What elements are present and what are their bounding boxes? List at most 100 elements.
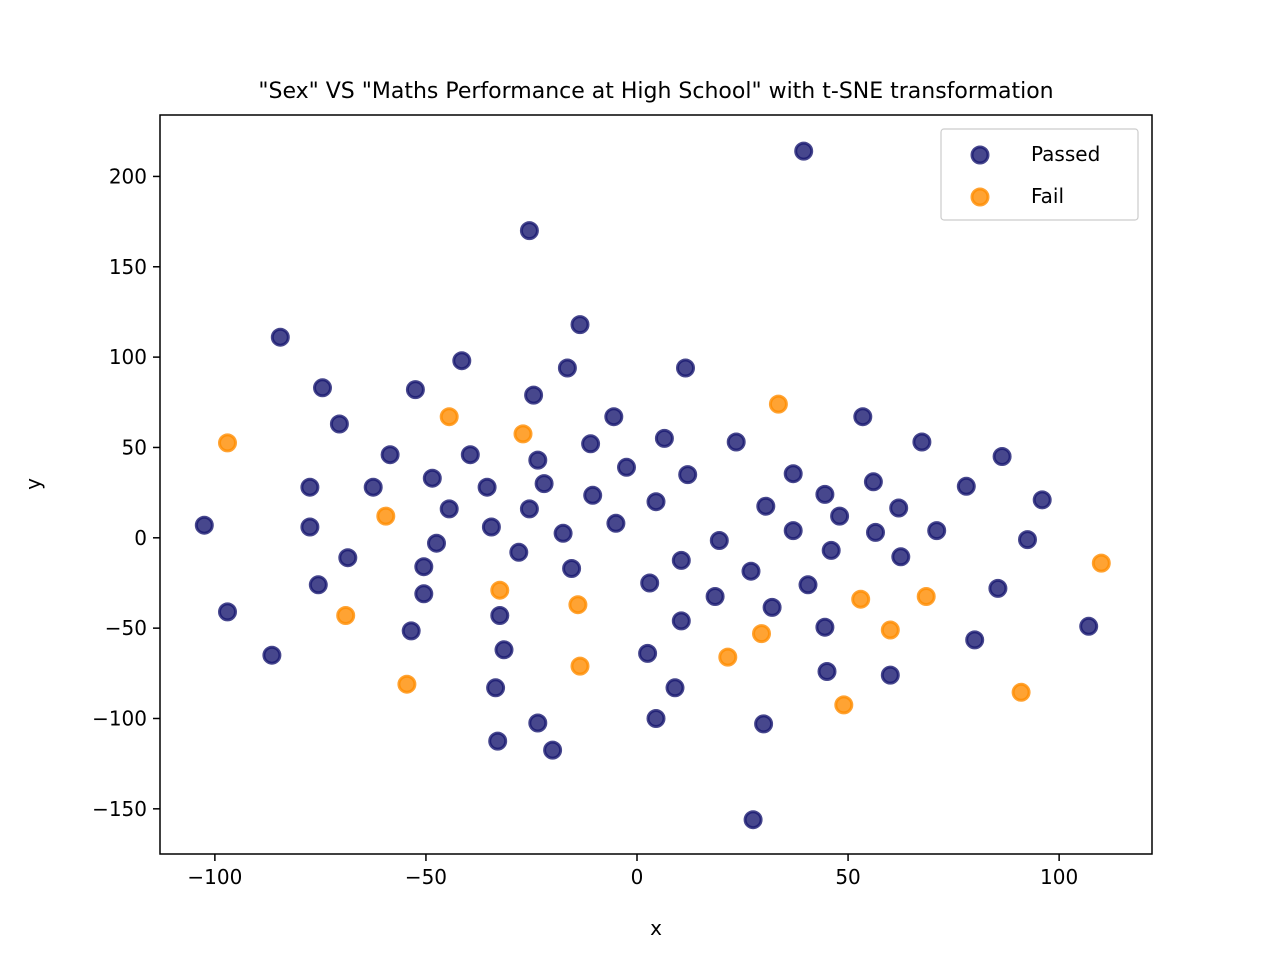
data-point [218, 602, 237, 622]
series-passed [194, 141, 1099, 830]
data-point [490, 606, 510, 625]
data-point [891, 547, 911, 567]
data-point [380, 445, 400, 465]
data-point [363, 477, 383, 497]
data-point [414, 584, 434, 604]
data-point [486, 678, 506, 698]
data-point [678, 465, 698, 485]
data-point [300, 517, 320, 537]
data-point [262, 645, 282, 665]
data-point [1091, 553, 1111, 573]
data-point [329, 414, 349, 434]
data-point [519, 221, 539, 241]
data-point [992, 447, 1012, 466]
data-point [1079, 616, 1099, 636]
data-point [927, 521, 947, 541]
y-tick-label: 50 [122, 435, 147, 459]
data-point [830, 506, 850, 526]
data-point [743, 810, 763, 830]
series-fail [218, 394, 1111, 715]
chart-legend: Passed Fail [940, 128, 1139, 221]
data-point [988, 578, 1008, 598]
data-point [562, 559, 582, 578]
legend-box [940, 128, 1139, 221]
chart-title: "Sex" VS "Maths Performance at High Scho… [258, 79, 1053, 104]
data-point [194, 515, 214, 535]
data-point [817, 662, 837, 681]
data-point [798, 575, 818, 595]
data-point [671, 550, 691, 570]
x-axis-ticks: −100 −50 0 50 100 [187, 854, 1078, 889]
legend-label-fail: Fail [1031, 184, 1064, 208]
data-point [581, 434, 601, 454]
legend-marker-fail [970, 187, 990, 207]
data-point [218, 433, 237, 453]
data-point [671, 611, 691, 631]
data-point [405, 380, 425, 400]
data-point [665, 678, 685, 698]
data-point [956, 476, 976, 496]
y-tick-label: −50 [105, 616, 147, 640]
data-point [880, 620, 900, 640]
data-point [752, 624, 771, 644]
legend-marker-passed [970, 145, 990, 165]
data-point [912, 432, 932, 452]
data-point [568, 595, 588, 615]
data-point [528, 450, 548, 470]
data-point [866, 522, 885, 542]
data-point [916, 587, 936, 606]
data-point [513, 424, 533, 444]
data-point [427, 533, 446, 553]
data-point [754, 714, 774, 734]
data-point [509, 542, 529, 562]
x-tick-label: −50 [405, 865, 447, 889]
data-point [452, 351, 472, 371]
data-point [762, 597, 782, 617]
data-point [606, 513, 626, 533]
data-point [718, 647, 738, 667]
data-point [654, 428, 674, 448]
data-point [553, 523, 573, 543]
data-point [300, 477, 320, 497]
data-point [794, 141, 814, 161]
y-tick-label: −150 [92, 797, 147, 821]
data-point [783, 464, 803, 484]
x-tick-label: 0 [631, 865, 644, 889]
data-point [783, 521, 803, 541]
data-point [481, 517, 501, 537]
data-point [570, 315, 590, 335]
data-point [397, 674, 417, 694]
y-tick-label: −100 [92, 706, 147, 730]
data-point [676, 358, 695, 378]
data-point [414, 557, 434, 577]
plot-frame [159, 114, 1153, 855]
data-point [460, 445, 480, 465]
data-point [617, 457, 636, 477]
data-point [640, 573, 660, 593]
y-tick-label: 0 [134, 526, 147, 550]
y-axis-ticks: −150 −100 −50 0 50 100 150 200 [92, 164, 160, 821]
x-tick-label: 100 [1040, 865, 1078, 889]
data-point [815, 484, 835, 504]
x-tick-label: −100 [187, 865, 242, 889]
data-point [543, 740, 563, 760]
data-point [965, 630, 985, 650]
data-point [646, 709, 666, 728]
y-tick-label: 100 [109, 345, 147, 369]
data-point [422, 468, 442, 488]
data-point [336, 606, 356, 625]
data-point [308, 575, 328, 595]
data-point [528, 713, 548, 733]
data-point [583, 485, 603, 505]
data-point [439, 407, 459, 427]
data-point [705, 587, 725, 606]
data-point [851, 589, 871, 609]
data-point [863, 472, 883, 492]
data-point [376, 506, 396, 526]
data-point [494, 640, 514, 660]
y-tick-label: 150 [109, 255, 147, 279]
data-point [1032, 490, 1052, 510]
data-point [741, 561, 761, 581]
data-point [534, 474, 554, 494]
